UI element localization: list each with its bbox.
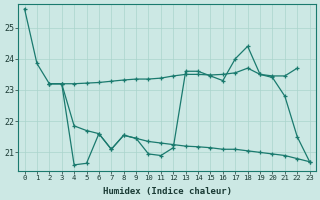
X-axis label: Humidex (Indice chaleur): Humidex (Indice chaleur) (103, 187, 232, 196)
